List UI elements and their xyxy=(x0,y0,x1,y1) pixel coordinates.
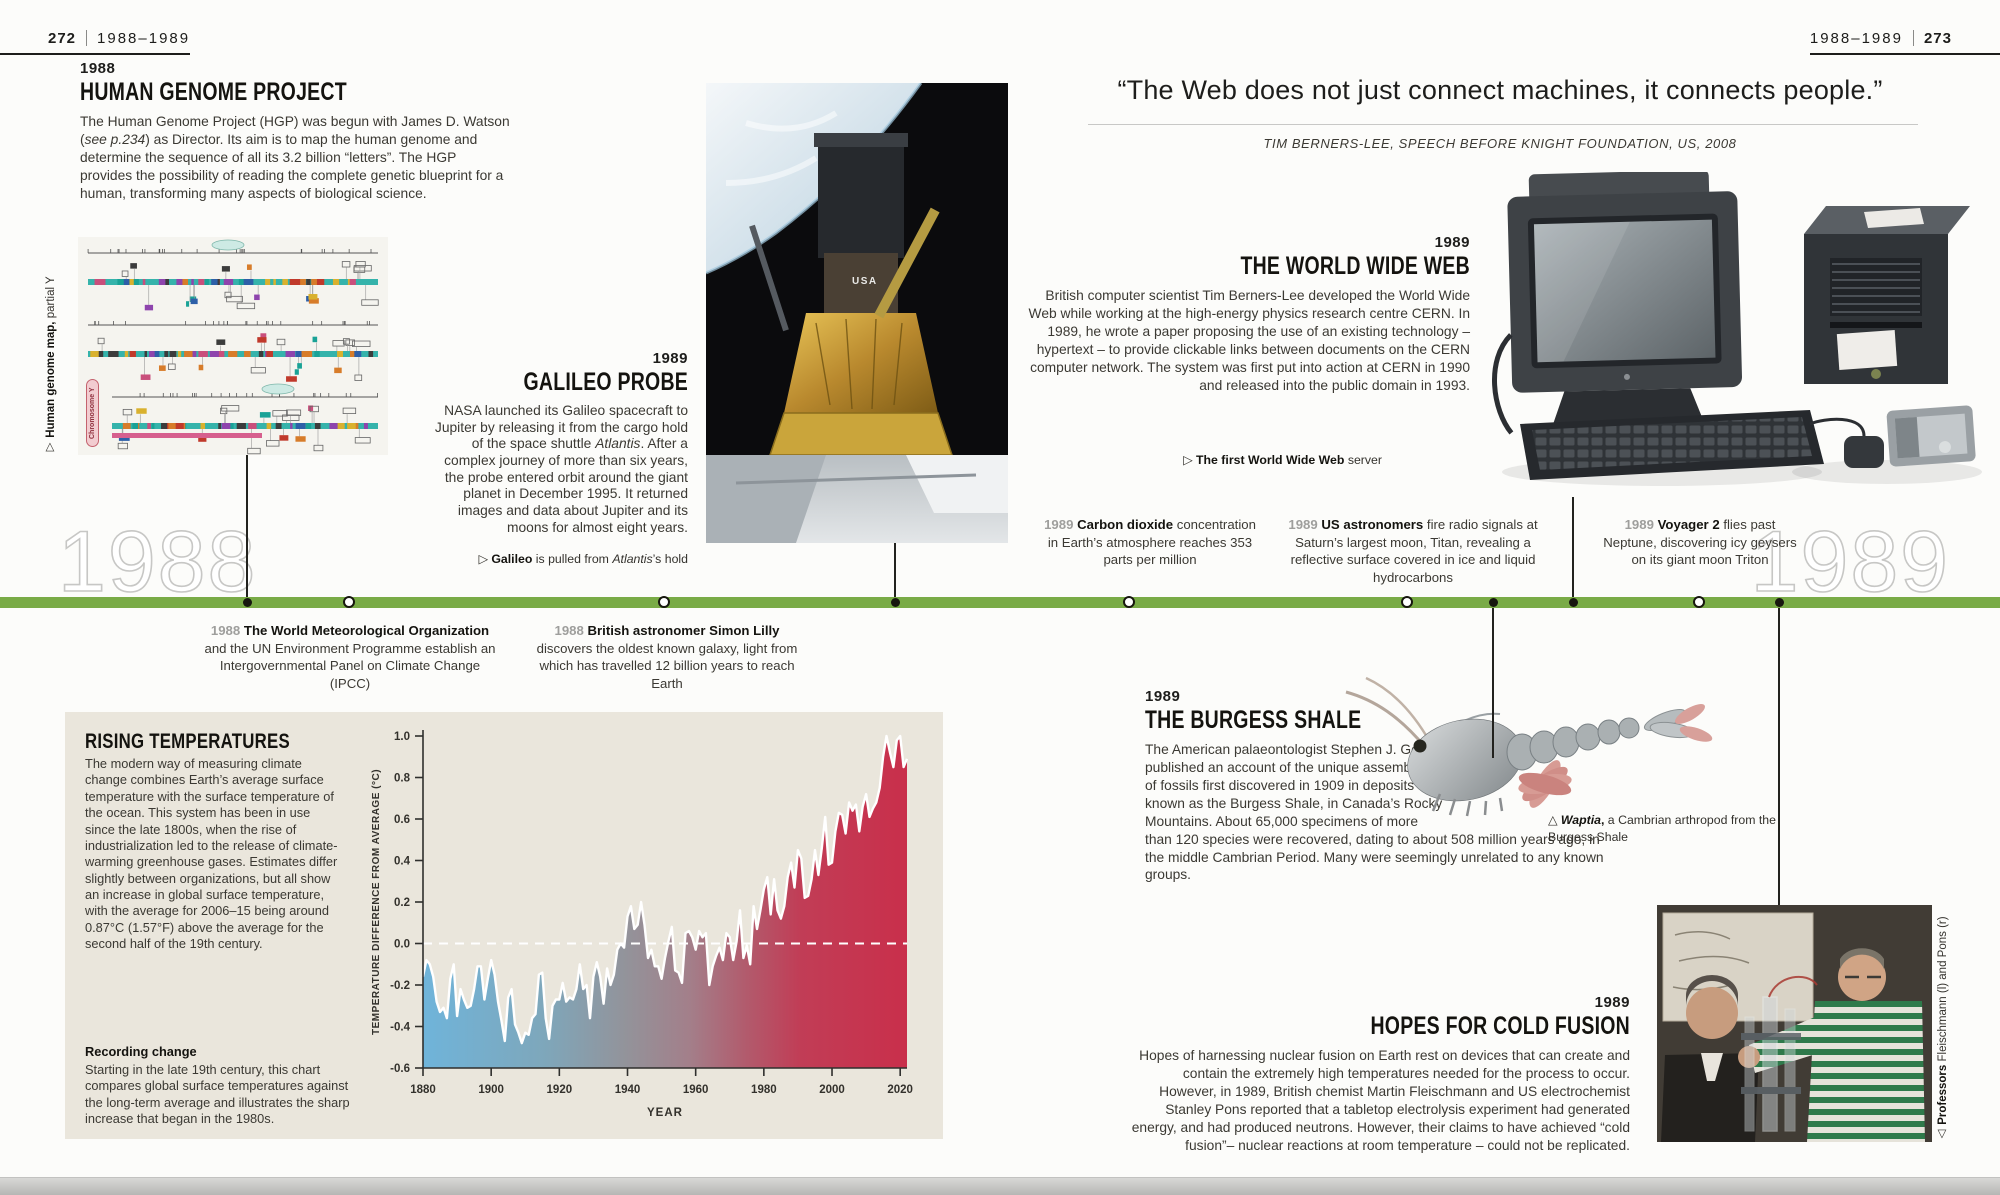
rising-temperatures-panel: RISING TEMPERATURES The modern way of me… xyxy=(65,712,943,1139)
header-divider xyxy=(86,30,88,46)
waptia-illustration xyxy=(1345,676,1713,817)
page-number-left: 272 xyxy=(48,30,77,47)
section-title: HUMAN GENOME PROJECT xyxy=(80,78,347,106)
section-body: British computer scientist Tim Berners-L… xyxy=(1028,288,1470,393)
section-title: HOPES FOR COLD FUSION xyxy=(1370,1012,1630,1040)
svg-text:-0.4: -0.4 xyxy=(390,1022,410,1034)
svg-text:-0.2: -0.2 xyxy=(390,980,410,992)
galileo-photo xyxy=(706,83,1008,543)
header-rule-left xyxy=(0,53,190,55)
svg-text:0.6: 0.6 xyxy=(394,814,410,826)
timeline-event: 1988 British astronomer Simon Lilly disc… xyxy=(536,623,798,691)
timeline-event: 1988 The World Meteorological Organizati… xyxy=(204,623,496,691)
page-bottom-edge xyxy=(0,1177,2000,1195)
chromosome-label: Chromosome Y xyxy=(86,379,99,447)
svg-text:1920: 1920 xyxy=(547,1084,573,1096)
svg-text:0.2: 0.2 xyxy=(394,897,410,909)
burgess-text: The American palaeontologist Stephen J. … xyxy=(1145,742,1604,883)
big-year-1989: 1989 xyxy=(1750,514,1950,610)
genome-map-figure: Chromosome Y xyxy=(78,237,388,455)
header-years-right: 1988–1989 xyxy=(1809,30,1903,47)
galileo-usa-label: USA xyxy=(852,276,878,287)
genome-map-graphic xyxy=(87,239,379,455)
cold-fusion-caption: △ Professors Fleischmann (l) and Pons (r… xyxy=(1937,916,1949,1142)
timeline-connector xyxy=(1778,608,1780,905)
timeline-bar xyxy=(0,597,2000,608)
panel-subbody: Starting in the late 19th century, this … xyxy=(85,1062,350,1127)
www-caption: ▷ The first World Wide Web server xyxy=(1183,453,1382,467)
section-year: 1989 xyxy=(1434,234,1470,251)
section-body: Hopes of harnessing nuclear fusion on Ea… xyxy=(1131,1048,1630,1153)
header-left: 272 1988–1989 xyxy=(48,30,190,47)
svg-text:0.0: 0.0 xyxy=(394,939,410,951)
section-title: THE BURGESS SHALE xyxy=(1145,706,1362,734)
svg-text:1900: 1900 xyxy=(478,1084,504,1096)
svg-text:0.8: 0.8 xyxy=(394,773,411,785)
svg-text:-0.6: -0.6 xyxy=(390,1063,410,1075)
section-year: 1989 xyxy=(652,350,688,367)
svg-text:TEMPERATURE DIFFERENCE FROM AV: TEMPERATURE DIFFERENCE FROM AVERAGE (°C) xyxy=(371,769,382,1035)
section-body: NASA launched its Galileo spacecraft to … xyxy=(434,403,688,535)
section-year: 1989 xyxy=(1594,994,1630,1011)
svg-text:0.4: 0.4 xyxy=(394,856,411,868)
galileo-caption: ▷ Galileo is pulled from Atlantis’s hold xyxy=(478,551,688,566)
section-year: 1988 xyxy=(80,60,116,77)
svg-text:1940: 1940 xyxy=(615,1084,641,1096)
svg-text:1960: 1960 xyxy=(683,1084,709,1096)
svg-text:1980: 1980 xyxy=(751,1084,777,1096)
svg-text:2000: 2000 xyxy=(819,1084,845,1096)
timeline-connector xyxy=(1572,497,1574,597)
quote-attribution: TIM BERNERS-LEE, SPEECH BEFORE KNIGHT FO… xyxy=(1263,136,1737,151)
panel-title: RISING TEMPERATURES xyxy=(85,730,290,753)
header-right: 1988–1989 273 xyxy=(1810,30,1952,47)
temperature-chart: 1.0 0.8 0.6 0.4 0.2 0.0 -0.2 -0.4 -0.6 1880 1900 19… xyxy=(365,718,935,1133)
svg-text:1880: 1880 xyxy=(410,1084,436,1096)
svg-text:1.0: 1.0 xyxy=(394,731,410,743)
quote-rule xyxy=(1088,124,1918,125)
timeline-connector xyxy=(894,543,896,597)
section-title: GALILEO PROBE xyxy=(523,368,688,396)
waptia-caption: △ Waptia, a Cambrian arthropod from the … xyxy=(1548,813,1776,844)
svg-text:YEAR: YEAR xyxy=(647,1107,683,1119)
section-year: 1989 xyxy=(1145,688,1181,705)
section-cold-fusion: 1989 HOPES FOR COLD FUSION Hopes of harn… xyxy=(1130,994,1630,1155)
svg-text:2020: 2020 xyxy=(887,1084,913,1096)
header-rule-right xyxy=(1810,53,2000,55)
header-divider xyxy=(1912,30,1914,46)
section-human-genome-project: 1988 HUMAN GENOME PROJECT The Human Geno… xyxy=(80,60,510,203)
timeline-event: 1989 US astronomers fire radio signals a… xyxy=(1288,517,1538,585)
cold-fusion-photo xyxy=(1657,905,1932,1142)
www-server-photo xyxy=(1492,172,1982,486)
genome-map-caption: ▽ Human genome map, partial Y xyxy=(45,276,57,455)
big-year-1988: 1988 xyxy=(57,514,258,610)
panel-subhead: Recording change xyxy=(85,1044,197,1059)
timeline-event: 1989 Carbon dioxide concentration in Ear… xyxy=(1044,517,1256,568)
section-world-wide-web: 1989 THE WORLD WIDE WEB British computer… xyxy=(1028,234,1470,395)
panel-body: The modern way of measuring climate chan… xyxy=(85,756,338,952)
section-title: THE WORLD WIDE WEB xyxy=(1240,252,1470,280)
section-body: The Human Genome Project (HGP) was begun… xyxy=(80,114,510,201)
header-years-left: 1988–1989 xyxy=(97,30,191,47)
section-burgess-shale: 1989 THE BURGESS SHALE The American pala… xyxy=(1145,688,1607,884)
quote-text: “The Web does not just connect machines,… xyxy=(1117,75,1883,105)
section-body: The American palaeontologist Stephen J. … xyxy=(1145,741,1607,884)
page-number-right: 273 xyxy=(1923,30,1952,47)
section-galileo-probe: 1989 GALILEO PROBE NASA launched its Gal… xyxy=(426,350,688,567)
